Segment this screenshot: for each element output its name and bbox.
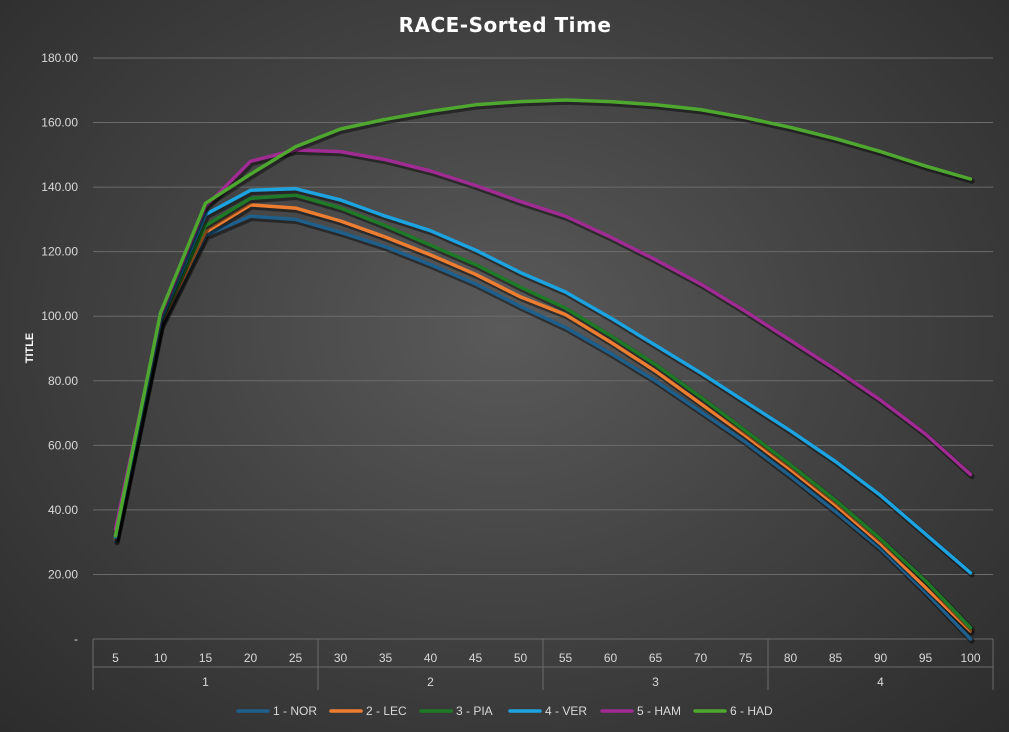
legend-item: 4 - VER <box>508 704 587 718</box>
legend-label: 2 - LEC <box>366 704 407 718</box>
chart-title: RACE-Sorted Time <box>399 13 612 37</box>
series-2 <box>113 203 975 636</box>
legend-label: 4 - VER <box>545 704 587 718</box>
series-4 <box>113 186 975 578</box>
x-tick-label: 100 <box>960 651 980 665</box>
series-line <box>113 98 973 538</box>
legend-item: 6 - HAD <box>693 704 773 718</box>
y-tick-label: 80.00 <box>48 374 78 388</box>
x-tick-label: 40 <box>424 651 438 665</box>
series-lines <box>113 98 975 644</box>
x-group-label: 3 <box>652 675 659 689</box>
series-line <box>113 203 973 633</box>
x-tick-label: 10 <box>154 651 168 665</box>
legend-label: 5 - HAM <box>637 704 681 718</box>
x-tick-label: 20 <box>244 651 258 665</box>
x-group-label: 4 <box>877 675 884 689</box>
y-tick-label: 180.00 <box>41 51 78 65</box>
legend-item: 2 - LEC <box>329 704 407 718</box>
legend-item: 1 - NOR <box>236 704 317 718</box>
y-axis-label: TITLE <box>24 333 36 364</box>
x-tick-label: 60 <box>604 651 618 665</box>
series-5 <box>113 148 975 535</box>
legend-item: 3 - PIA <box>419 704 493 718</box>
x-tick-label: 35 <box>379 651 393 665</box>
y-tick-label: - <box>74 632 78 646</box>
legend: 1 - NOR 2 - LEC 3 - PIA 4 - VER 5 - HAM 6 - H… <box>236 704 773 718</box>
y-tick-label: 60.00 <box>48 438 78 452</box>
x-tick-label: 5 <box>112 651 119 665</box>
x-tick-label: 70 <box>694 651 708 665</box>
x-tick-label: 65 <box>649 651 663 665</box>
series-3 <box>113 193 975 633</box>
legend-label: 6 - HAD <box>730 704 773 718</box>
x-group-label: 1 <box>202 675 209 689</box>
x-tick-label: 15 <box>199 651 213 665</box>
series-line <box>113 186 973 575</box>
y-tick-label: 160.00 <box>41 116 78 130</box>
series-line-shadow <box>114 204 975 636</box>
y-tick-label: 100.00 <box>41 309 78 323</box>
x-tick-label: 75 <box>739 651 753 665</box>
legend-label: 3 - PIA <box>456 704 493 718</box>
x-tick-label: 90 <box>874 651 888 665</box>
series-line-shadow <box>114 194 975 633</box>
x-tick-label: 25 <box>289 651 303 665</box>
x-tick-label: 50 <box>514 651 528 665</box>
series-line <box>113 193 973 630</box>
y-tick-label: 120.00 <box>41 245 78 259</box>
x-tick-label: 55 <box>559 651 573 665</box>
x-tick-label: 95 <box>919 651 933 665</box>
x-tick-label: 30 <box>334 651 348 665</box>
y-axis-ticks: - 20.00 40.00 60.00 80.00 100.00 120.00 140.00 1… <box>41 51 78 646</box>
series-line <box>113 214 973 641</box>
legend-item: 5 - HAM <box>600 704 681 718</box>
series-1 <box>113 214 975 644</box>
x-tick-label: 85 <box>829 651 843 665</box>
x-axis: 5 10 15 20 25 30 35 40 45 50 55 60 65 70 75 80 85 90 95 100… <box>92 639 994 690</box>
x-tick-label: 80 <box>784 651 798 665</box>
legend-label: 1 - NOR <box>273 704 317 718</box>
y-tick-label: 20.00 <box>48 567 78 581</box>
x-group-label: 2 <box>427 675 434 689</box>
series-line <box>113 148 973 532</box>
series-6 <box>113 98 975 541</box>
x-tick-label: 45 <box>469 651 483 665</box>
y-tick-label: 40.00 <box>48 503 78 517</box>
y-tick-label: 140.00 <box>41 180 78 194</box>
